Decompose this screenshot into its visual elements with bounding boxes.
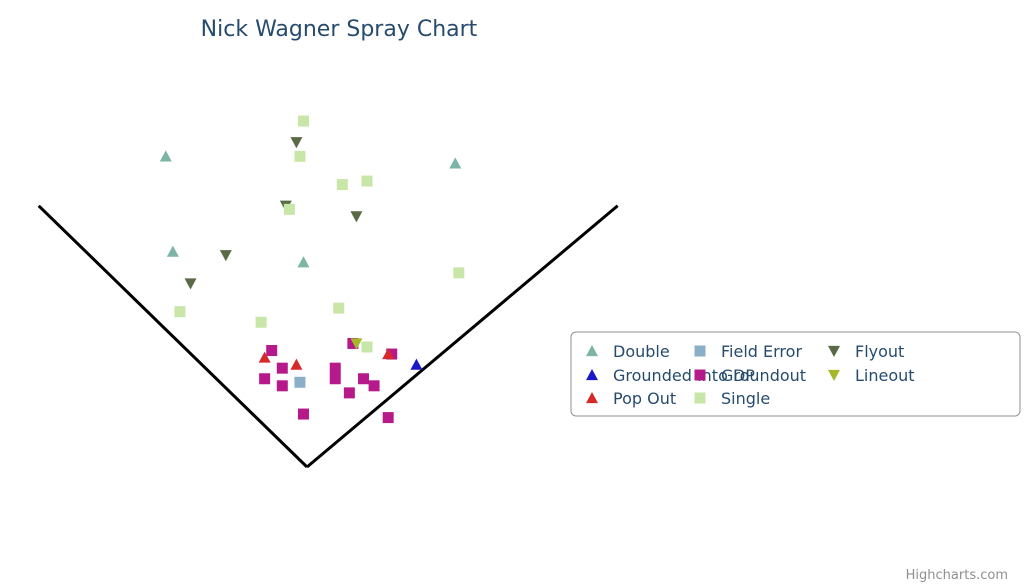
data-point[interactable] <box>294 376 306 388</box>
data-point[interactable] <box>184 278 197 290</box>
data-point[interactable] <box>174 306 186 318</box>
legend-item[interactable]: Double <box>586 342 670 361</box>
data-point[interactable] <box>276 380 288 392</box>
plot-points <box>159 115 465 424</box>
legend: Double Field Error Flyout Grounded Into DPG… <box>570 331 1021 417</box>
legend-symbol <box>694 345 706 357</box>
data-point[interactable] <box>350 211 363 223</box>
legend-label: Double <box>613 342 670 361</box>
legend-label: Flyout <box>855 342 904 361</box>
data-point[interactable] <box>361 341 373 353</box>
data-point[interactable] <box>266 345 278 357</box>
series-lineout <box>350 338 363 350</box>
data-point[interactable] <box>290 137 303 149</box>
data-point[interactable] <box>276 362 288 374</box>
data-point[interactable] <box>343 387 355 399</box>
data-point[interactable] <box>259 373 271 385</box>
legend-symbol <box>828 345 840 357</box>
data-point[interactable] <box>357 373 369 385</box>
data-point[interactable] <box>294 150 306 162</box>
data-point[interactable] <box>382 412 394 424</box>
legend-label: Field Error <box>721 342 802 361</box>
data-point[interactable] <box>159 150 172 162</box>
legend-label: Groundout <box>721 366 806 385</box>
legend-item[interactable]: Field Error <box>694 342 803 361</box>
legend-symbol <box>586 392 598 404</box>
legend-symbol <box>694 369 706 381</box>
data-point[interactable] <box>255 316 267 328</box>
legend-label: Single <box>721 389 770 408</box>
legend-item[interactable]: Lineout <box>828 366 915 385</box>
legend-symbol <box>694 392 706 404</box>
data-point[interactable] <box>361 175 373 187</box>
legend-symbol <box>586 345 598 357</box>
data-point[interactable] <box>368 380 380 392</box>
data-point[interactable] <box>258 351 271 363</box>
legend-item[interactable]: Groundout <box>694 366 807 385</box>
left-foul-line <box>37 204 309 469</box>
legend-item[interactable]: Pop Out <box>586 389 676 408</box>
data-point[interactable] <box>297 115 309 127</box>
data-point[interactable] <box>333 302 345 314</box>
data-point[interactable] <box>453 267 465 279</box>
series-single <box>174 115 465 353</box>
data-point[interactable] <box>290 358 303 370</box>
legend-label: Grounded Into DP <box>613 366 755 385</box>
data-point[interactable] <box>166 245 179 257</box>
series-pop-out <box>258 348 395 370</box>
series-field-error <box>294 376 306 388</box>
data-point[interactable] <box>283 203 295 215</box>
series-grounded-into-dp <box>410 358 423 370</box>
legend-label: Pop Out <box>613 389 676 408</box>
data-point[interactable] <box>336 179 348 191</box>
data-point[interactable] <box>410 358 423 370</box>
legend-item[interactable]: Flyout <box>828 342 904 361</box>
data-point[interactable] <box>350 338 363 350</box>
data-point[interactable] <box>329 362 341 374</box>
legend-symbol <box>828 369 840 381</box>
legend-items: Double Field Error Flyout Grounded Into DPG… <box>586 342 915 408</box>
legend-symbol <box>586 369 598 381</box>
field-foul-lines <box>37 204 619 469</box>
legend-item[interactable]: Grounded Into DP <box>586 366 755 385</box>
right-foul-line <box>306 204 619 469</box>
data-point[interactable] <box>219 250 232 262</box>
data-point[interactable] <box>382 348 395 360</box>
legend-item[interactable]: Single <box>694 389 771 408</box>
legend-box <box>570 331 1021 417</box>
chart-title: Nick Wagner Spray Chart <box>201 17 478 42</box>
data-point[interactable] <box>297 408 309 420</box>
series-flyout <box>184 137 363 290</box>
legend-label: Lineout <box>855 366 915 385</box>
data-point[interactable] <box>329 373 341 385</box>
credits-link[interactable]: Highcharts.com <box>906 568 1008 583</box>
data-point[interactable] <box>449 157 462 169</box>
series-double <box>159 150 462 268</box>
data-point[interactable] <box>297 256 310 268</box>
